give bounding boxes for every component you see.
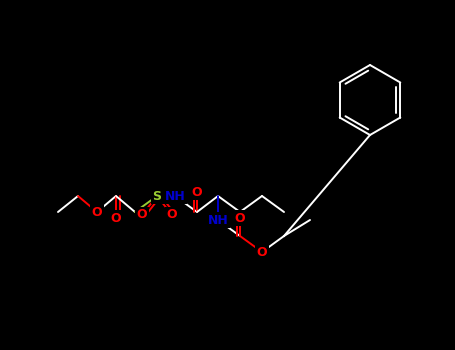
Text: NH: NH [165, 189, 185, 203]
Text: O: O [235, 211, 245, 224]
Text: S: S [152, 189, 162, 203]
Text: O: O [167, 209, 177, 222]
Text: O: O [111, 211, 121, 224]
Text: O: O [92, 205, 102, 218]
Text: O: O [136, 209, 147, 222]
Text: O: O [257, 245, 268, 259]
Text: NH: NH [207, 214, 228, 226]
Text: O: O [192, 186, 202, 198]
